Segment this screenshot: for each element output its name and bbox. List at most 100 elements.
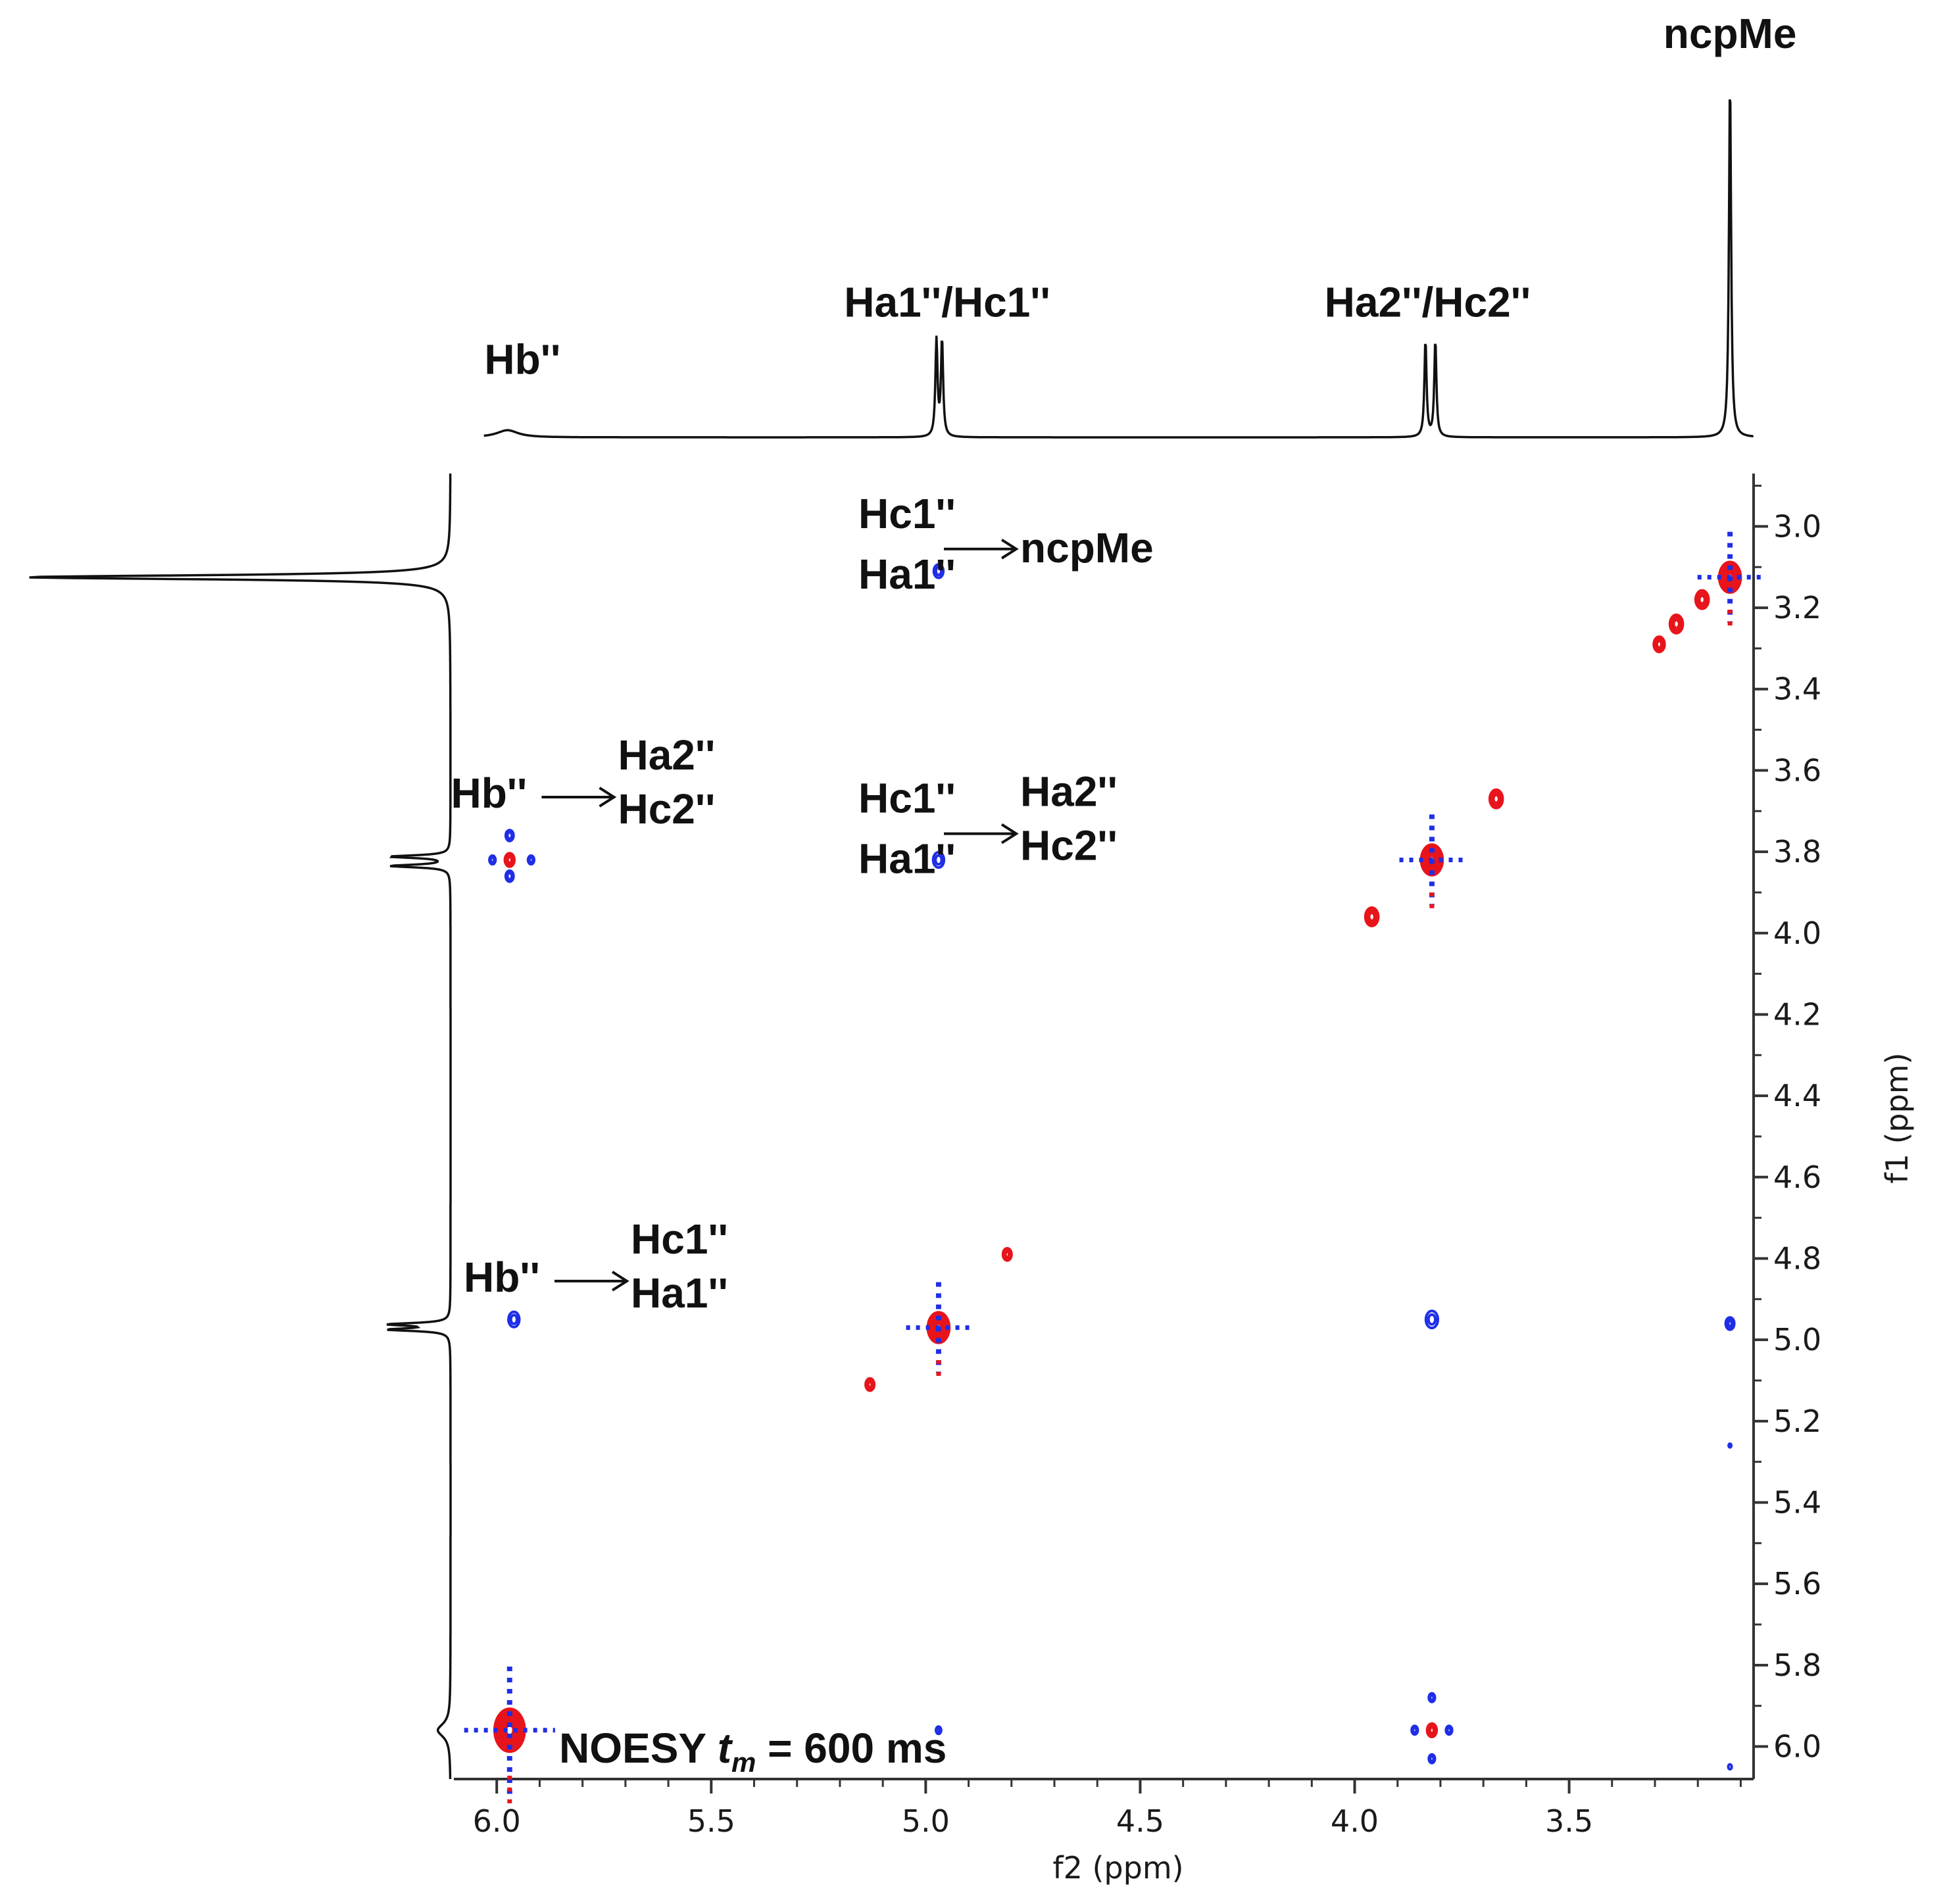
contour-ring: [1429, 1694, 1435, 1702]
peak-diagonal-positive-0: [1697, 531, 1763, 633]
contour-ring: [489, 856, 496, 864]
contour-ring: [1656, 639, 1663, 649]
x-tick-label: 5.0: [902, 1803, 950, 1839]
contour-ring: [509, 1313, 518, 1325]
exp-label-italic: t: [718, 1724, 733, 1772]
contour-ring: [1427, 854, 1437, 866]
f2-projection-trace: [483, 99, 1754, 439]
x-axis-title: f2 (ppm): [1052, 1850, 1183, 1886]
contour-ring: [1696, 591, 1708, 608]
annotation-arrow-head: [611, 1271, 629, 1292]
y-tick-label: 3.0: [1773, 508, 1821, 544]
peak-cross-negative-24: [1427, 1753, 1437, 1765]
y-tick-label: 6.0: [1773, 1729, 1821, 1765]
contour-ring: [499, 1717, 520, 1744]
annotation-arrow-head: [1000, 823, 1019, 844]
contour-ring: [1428, 1726, 1435, 1735]
noe-annotation: Hc1'' Ha1'' ncpMe: [858, 490, 1154, 598]
f1-projection-trace: [29, 474, 452, 1779]
contour-ring: [934, 1322, 943, 1333]
y-tick-label: 3.8: [1773, 834, 1821, 869]
peak-labels: Hb'' Ha1''/Hc1'' Ha2''/Hc2'' ncpMe: [484, 10, 1796, 383]
contour-peaks: [464, 531, 1763, 1808]
contour-ring: [1490, 791, 1502, 807]
y-tick-label: 5.0: [1773, 1322, 1821, 1357]
annotation-from: Hc1'': [858, 490, 956, 537]
annotation-from: Hb'': [464, 1254, 540, 1301]
annotation-arrow-head: [1000, 539, 1019, 560]
f1-projection-path: [29, 474, 452, 1779]
y-tick-label: 4.8: [1773, 1240, 1821, 1276]
y-tick-label: 5.2: [1773, 1404, 1821, 1439]
peak-artifact-positive-9: [1001, 1247, 1013, 1262]
peak-cross-negative-25: [1444, 1724, 1454, 1736]
x-tick-label: 4.0: [1331, 1803, 1379, 1839]
noe-annotation: Hb'' Ha2'' Hc2'': [451, 731, 715, 833]
y-tick-label: 5.4: [1773, 1485, 1821, 1521]
peak-artifact-positive-4: [1652, 635, 1666, 654]
contour-ring: [932, 563, 945, 579]
contour-ring: [1427, 1313, 1437, 1326]
contour-ring: [934, 566, 943, 577]
contour-ring: [1412, 1726, 1418, 1734]
annotation-to-second: Hc2'': [1020, 822, 1118, 869]
annotation-to: Ha2'': [1020, 768, 1118, 816]
peak-cross-negative-14: [931, 850, 946, 869]
contour-ring: [1672, 618, 1681, 629]
peak-cross-negative-22: [488, 854, 497, 866]
peak-cross-negative-18: [935, 1725, 943, 1736]
contour-ring: [1694, 589, 1710, 610]
y-ticks: 3.0 3.2 3.4 3.6 3.8 4.0 4.2 4.4 4.6 4.8 5.0 5.2 5.4 5…: [1754, 485, 1821, 1765]
exp-label-subscript: m: [731, 1747, 756, 1778]
peak-diagonal-positive-2: [906, 1282, 972, 1383]
contour-ring: [866, 1380, 874, 1389]
contour-ring: [1654, 637, 1665, 652]
x-ticks: 6.0 5.5 5.0 4.5 4.0 3.5: [473, 1779, 1742, 1839]
x-tick-label: 3.5: [1545, 1803, 1593, 1839]
contour-ring: [1727, 1319, 1733, 1328]
contour-ring: [506, 856, 513, 864]
contour-ring: [935, 1726, 942, 1734]
exp-label-prefix: NOESY: [559, 1724, 718, 1772]
contour-ring: [506, 831, 514, 841]
contour-ring: [1668, 613, 1685, 635]
contour-ring: [1429, 1755, 1435, 1763]
exp-label-suffix: = 600 ms: [756, 1724, 947, 1772]
contour-ring: [1727, 1442, 1733, 1449]
annotation-to-second: Ha1'': [631, 1269, 728, 1317]
peak-artifact-negative-27: [1727, 1442, 1733, 1449]
x-tick-label: 4.5: [1116, 1803, 1164, 1839]
contour-ring: [931, 850, 946, 869]
contour-ring: [1492, 793, 1500, 804]
peak-cross-negative-26: [1410, 1724, 1419, 1736]
contour-ring: [1364, 906, 1380, 927]
plot-frame: [454, 474, 1755, 1780]
y-tick-label: 3.6: [1773, 752, 1821, 788]
y-tick-label: 3.4: [1773, 671, 1821, 707]
contour-ring: [934, 854, 943, 866]
peak-cross-negative-17: [1724, 1316, 1736, 1331]
y-tick-label: 4.2: [1773, 996, 1821, 1032]
f2-peak-label: Ha1''/Hc1'': [844, 279, 1050, 326]
contour-ring: [1488, 788, 1504, 810]
peak-diagonal-positive-3: [464, 1667, 555, 1808]
peak-cross-negative-21: [526, 854, 536, 866]
contour-ring: [1424, 1309, 1439, 1330]
peak-cross-negative-15: [507, 1310, 521, 1329]
contour-ring: [506, 871, 514, 881]
contour-ring: [504, 869, 515, 883]
annotation-from-second: Ha1'': [858, 550, 956, 598]
peak-artifact-positive-6: [1694, 589, 1710, 610]
peak-artifact-positive-8: [1364, 906, 1380, 927]
contour-ring: [1725, 572, 1735, 583]
y-tick-label: 4.0: [1773, 915, 1821, 951]
annotation-to: ncpMe: [1020, 524, 1154, 572]
annotation-to: Hc1'': [631, 1215, 728, 1263]
peak-cross-positive-11: [503, 852, 516, 868]
peak-diagonal-positive-1: [1399, 814, 1465, 915]
contour-ring: [1004, 1250, 1011, 1259]
noe-annotation: Hc1'' Ha1'' Ha2'' Hc2'': [858, 768, 1118, 883]
x-tick-label: 5.5: [687, 1803, 735, 1839]
